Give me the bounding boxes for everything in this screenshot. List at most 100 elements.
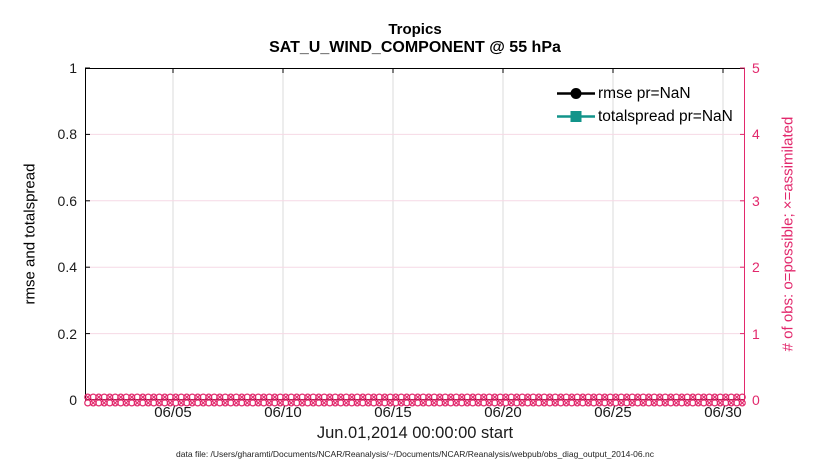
obs-assimilated-marker [343, 400, 349, 406]
obs-assimilated-marker [723, 394, 729, 400]
x-tick-label: 06/10 [264, 404, 302, 421]
obs-assimilated-marker [178, 400, 184, 406]
obs-assimilated-marker [327, 394, 333, 400]
obs-assimilated-marker [195, 394, 201, 400]
obs-assimilated-marker [415, 394, 421, 400]
obs-assimilated-marker [233, 400, 239, 406]
data-file-footer: data file: /Users/gharamti/Documents/NCA… [176, 449, 654, 459]
obs-assimilated-marker [123, 400, 129, 406]
obs-assimilated-marker [431, 400, 437, 406]
obs-assimilated-marker [486, 400, 492, 406]
obs-assimilated-marker [717, 400, 723, 406]
obs-assimilated-marker [739, 400, 745, 406]
obs-assimilated-marker [481, 394, 487, 400]
obs-assimilated-marker [420, 400, 426, 406]
y-left-tick-label: 0.4 [57, 259, 77, 276]
obs-assimilated-marker [101, 400, 107, 406]
obs-assimilated-marker [525, 394, 531, 400]
obs-assimilated-marker [305, 394, 311, 400]
obs-assimilated-marker [409, 400, 415, 406]
obs-assimilated-marker [706, 400, 712, 406]
grid-layer [85, 68, 745, 400]
obs-assimilated-marker [657, 394, 663, 400]
obs-assimilated-marker [530, 400, 536, 406]
obs-assimilated-marker [338, 394, 344, 400]
obs-assimilated-marker [563, 400, 569, 406]
obs-assimilated-marker [646, 394, 652, 400]
obs-assimilated-marker [426, 394, 432, 400]
obs-assimilated-marker [475, 400, 481, 406]
obs-assimilated-marker [695, 400, 701, 406]
obs-assimilated-marker [107, 394, 113, 400]
obs-assimilated-marker [629, 400, 635, 406]
obs-assimilated-marker [591, 394, 597, 400]
obs-assimilated-marker [497, 400, 503, 406]
y-right-tick-label: 1 [752, 325, 760, 342]
legend-item-rmse: rmse pr=NaN [556, 82, 733, 105]
obs-assimilated-marker [607, 400, 613, 406]
obs-assimilated-marker [602, 394, 608, 400]
obs-assimilated-marker [684, 400, 690, 406]
obs-assimilated-marker [316, 394, 322, 400]
obs-assimilated-marker [200, 400, 206, 406]
obs-assimilated-marker [668, 394, 674, 400]
obs-assimilated-marker [701, 394, 707, 400]
x-tick-label: 06/25 [594, 404, 632, 421]
obs-assimilated-marker [541, 400, 547, 406]
obs-assimilated-marker [448, 394, 454, 400]
obs-assimilated-marker [569, 394, 575, 400]
obs-assimilated-marker [558, 394, 564, 400]
legend-item-totalspread: totalspread pr=NaN [556, 105, 733, 128]
legend-label: totalspread pr=NaN [598, 107, 733, 125]
obs-assimilated-marker [239, 394, 245, 400]
y-axis-label-right: # of obs: o=possible; ×=assimilated [779, 116, 797, 352]
obs-assimilated-marker [651, 400, 657, 406]
obs-markers-layer [84, 67, 746, 407]
obs-assimilated-marker [437, 394, 443, 400]
obs-assimilated-marker [244, 400, 250, 406]
y-left-tick-label: 0.6 [57, 192, 77, 209]
obs-assimilated-marker [734, 394, 740, 400]
y-left-tick-label: 0.2 [57, 325, 77, 342]
obs-assimilated-marker [151, 394, 157, 400]
obs-assimilated-marker [228, 394, 234, 400]
obs-assimilated-marker [519, 400, 525, 406]
obs-assimilated-marker [442, 400, 448, 406]
x-tick-label: 06/20 [484, 404, 522, 421]
obs-assimilated-marker [547, 394, 553, 400]
obs-assimilated-marker [90, 400, 96, 406]
x-tick-label: 06/05 [154, 404, 192, 421]
obs-assimilated-marker [574, 400, 580, 406]
obs-assimilated-marker [398, 400, 404, 406]
y-axis-label-left: rmse and totalspread [21, 163, 39, 305]
obs-assimilated-marker [613, 394, 619, 400]
obs-assimilated-marker [728, 400, 734, 406]
obs-assimilated-marker [618, 400, 624, 406]
obs-assimilated-marker [222, 400, 228, 406]
obs-assimilated-marker [712, 394, 718, 400]
x-tick-label: 06/15 [374, 404, 412, 421]
obs-assimilated-marker [250, 394, 256, 400]
obs-assimilated-marker [211, 400, 217, 406]
obs-assimilated-marker [580, 394, 586, 400]
y-left-tick-label: 0 [69, 392, 77, 408]
obs-assimilated-marker [288, 400, 294, 406]
obs-assimilated-marker [332, 400, 338, 406]
obs-assimilated-marker [277, 400, 283, 406]
obs-assimilated-marker [294, 394, 300, 400]
obs-assimilated-marker [189, 400, 195, 406]
legend: rmse pr=NaN totalspread pr=NaN [556, 82, 733, 128]
y-right-tick-label: 4 [752, 126, 760, 143]
y-right-tick-label: 2 [752, 259, 760, 276]
y-right-tick-label: 3 [752, 192, 760, 209]
obs-assimilated-marker [283, 394, 289, 400]
figure-subtitle: SAT_U_WIND_COMPONENT @ 55 hPa [269, 39, 561, 56]
obs-assimilated-marker [129, 394, 135, 400]
legend-circle-marker [570, 88, 582, 99]
legend-square-marker [570, 111, 582, 122]
obs-assimilated-marker [624, 394, 630, 400]
obs-assimilated-marker [145, 400, 151, 406]
obs-assimilated-marker [118, 394, 124, 400]
obs-assimilated-marker [635, 394, 641, 400]
